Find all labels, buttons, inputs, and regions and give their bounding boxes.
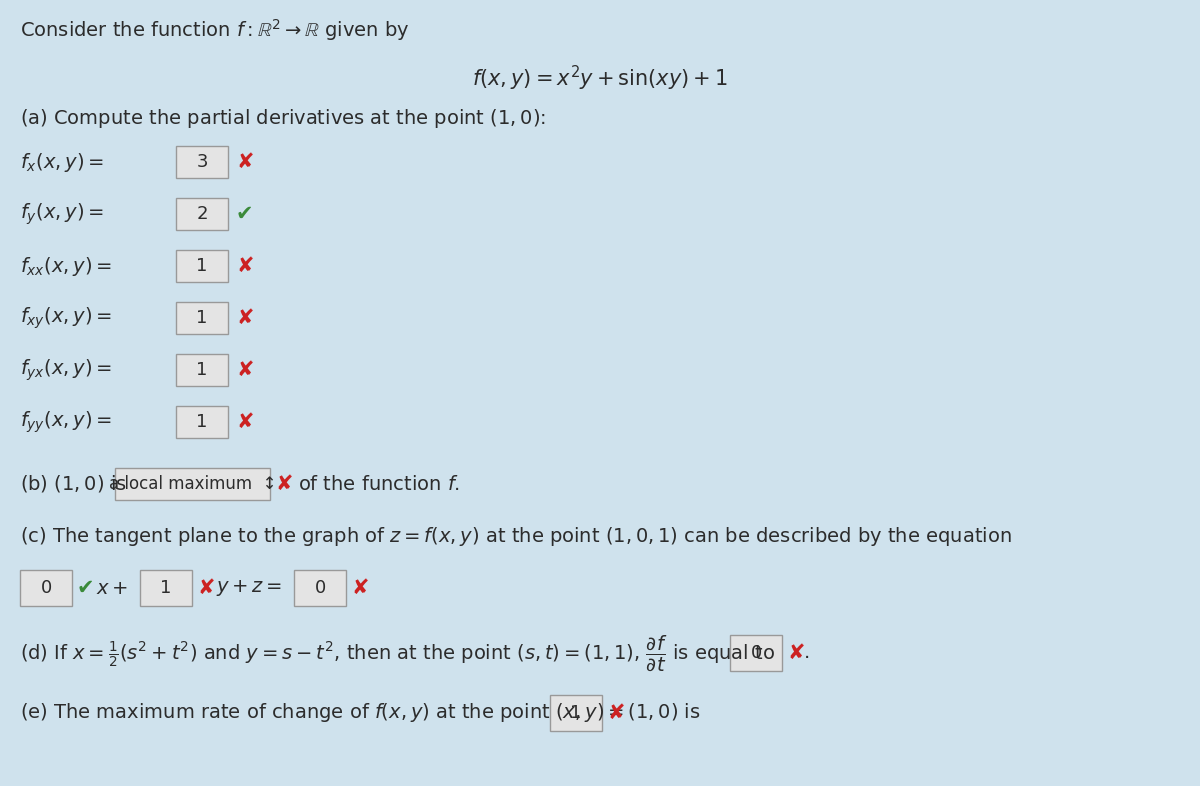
FancyBboxPatch shape	[294, 570, 346, 606]
Text: 1: 1	[197, 257, 208, 275]
Text: $f_{yx}(x, y) = $: $f_{yx}(x, y) = $	[20, 358, 112, 383]
FancyBboxPatch shape	[115, 468, 270, 500]
FancyBboxPatch shape	[20, 570, 72, 606]
Text: $f_y(x, y) = $: $f_y(x, y) = $	[20, 201, 104, 226]
Text: 2: 2	[197, 205, 208, 223]
Text: (b) $(1, 0)$ is: (b) $(1, 0)$ is	[20, 473, 127, 494]
Text: (c) The tangent plane to the graph of $z = f(x, y)$ at the point $(1, 0, 1)$ can: (c) The tangent plane to the graph of $z…	[20, 524, 1012, 548]
Text: 0: 0	[314, 579, 325, 597]
Text: .: .	[804, 644, 810, 663]
Text: ✘: ✘	[236, 412, 253, 432]
Text: ✘: ✘	[236, 360, 253, 380]
Text: 1: 1	[197, 361, 208, 379]
FancyBboxPatch shape	[730, 635, 782, 671]
Text: ✘: ✘	[275, 474, 293, 494]
Text: ✘: ✘	[236, 152, 253, 172]
FancyBboxPatch shape	[176, 198, 228, 230]
Text: 0: 0	[41, 579, 52, 597]
Text: ✘: ✘	[236, 308, 253, 328]
Text: 0: 0	[750, 644, 762, 662]
FancyBboxPatch shape	[176, 302, 228, 334]
Text: $f_{xy}(x, y) = $: $f_{xy}(x, y) = $	[20, 305, 112, 331]
Text: ✔: ✔	[77, 578, 95, 598]
FancyBboxPatch shape	[176, 250, 228, 282]
Text: a local maximum  ↕: a local maximum ↕	[109, 475, 276, 493]
FancyBboxPatch shape	[176, 146, 228, 178]
Text: Consider the function $f : \mathbb{R}^2 \to \mathbb{R}$ given by: Consider the function $f : \mathbb{R}^2 …	[20, 17, 409, 43]
Text: (a) Compute the partial derivatives at the point $(1, 0)$:: (a) Compute the partial derivatives at t…	[20, 106, 546, 130]
Text: 3: 3	[197, 153, 208, 171]
Text: $f_{xx}(x, y) = $: $f_{xx}(x, y) = $	[20, 255, 112, 277]
Text: ✘: ✘	[197, 578, 215, 598]
FancyBboxPatch shape	[550, 695, 602, 731]
Text: ✘: ✘	[236, 256, 253, 276]
Text: $x +$: $x +$	[96, 578, 128, 597]
Text: $y + z =$: $y + z =$	[216, 578, 282, 598]
Text: 1: 1	[570, 704, 582, 722]
Text: ✘: ✘	[607, 703, 624, 723]
Text: 1: 1	[197, 413, 208, 431]
Text: 1: 1	[197, 309, 208, 327]
Text: $f_{yy}(x, y) = $: $f_{yy}(x, y) = $	[20, 410, 112, 435]
Text: ✘: ✘	[352, 578, 368, 598]
Text: (d) If $x = \frac{1}{2}(s^2 + t^2)$ and $y = s - t^2$, then at the point $(s, t): (d) If $x = \frac{1}{2}(s^2 + t^2)$ and …	[20, 634, 775, 673]
FancyBboxPatch shape	[176, 354, 228, 386]
Text: 1: 1	[161, 579, 172, 597]
Text: $f_x(x, y) = $: $f_x(x, y) = $	[20, 150, 104, 174]
Text: of the function $f$.: of the function $f$.	[298, 475, 460, 494]
Text: $f(x, y) = x^2y + \sin(xy) + 1$: $f(x, y) = x^2y + \sin(xy) + 1$	[472, 64, 728, 93]
FancyBboxPatch shape	[140, 570, 192, 606]
Text: (e) The maximum rate of change of $f(x, y)$ at the point $(x, y) = (1, 0)$ is: (e) The maximum rate of change of $f(x, …	[20, 701, 701, 725]
Text: ✘: ✘	[787, 643, 804, 663]
Text: ✔: ✔	[236, 204, 253, 224]
FancyBboxPatch shape	[176, 406, 228, 438]
